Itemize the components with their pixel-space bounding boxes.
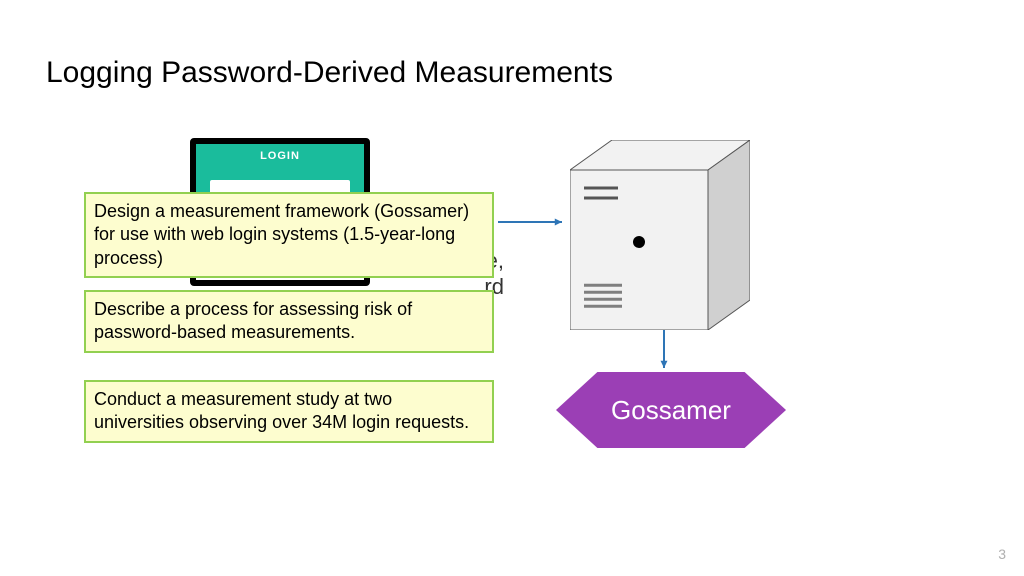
callout-box-0: Design a measurement framework (Gossamer… [84, 192, 494, 278]
slide: Logging Password-Derived Measurements LO… [0, 0, 1024, 576]
callout-box-1: Describe a process for assessing risk of… [84, 290, 494, 353]
login-header: LOGIN [196, 144, 364, 168]
gossamer-hexagon: Gossamer [556, 372, 786, 448]
arrow-to-hexagon [656, 322, 672, 376]
slide-title: Logging Password-Derived Measurements [46, 56, 613, 90]
server-icon [570, 140, 750, 330]
page-number: 3 [998, 546, 1006, 562]
callout-box-2: Conduct a measurement study at two unive… [84, 380, 494, 443]
hexagon-label: Gossamer [611, 395, 731, 426]
arrow-to-server [490, 214, 570, 230]
